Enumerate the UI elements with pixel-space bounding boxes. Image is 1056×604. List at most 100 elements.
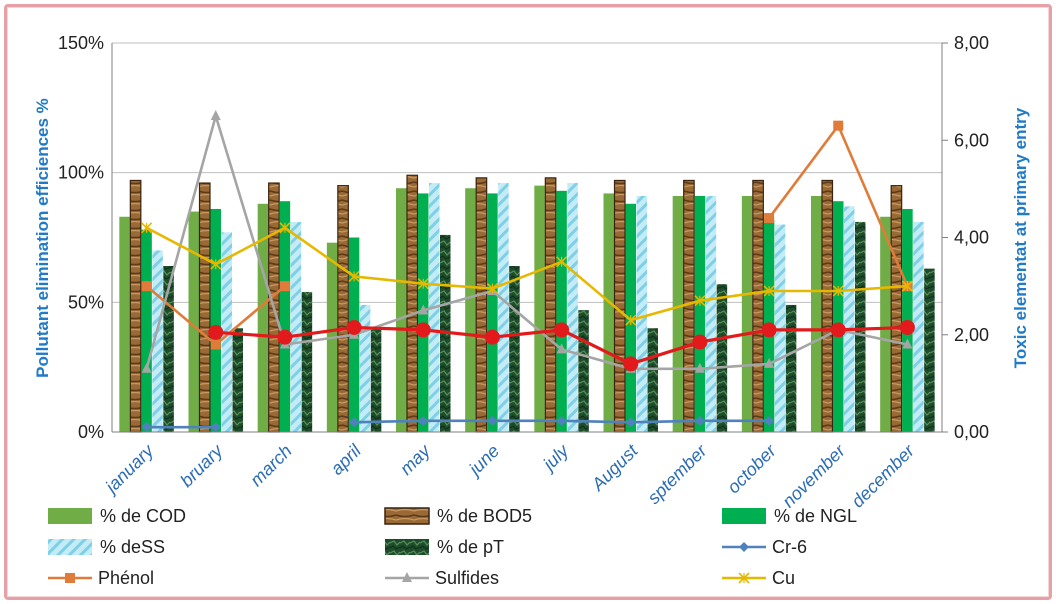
line-point bbox=[832, 285, 844, 297]
bar bbox=[752, 179, 764, 433]
bar bbox=[544, 177, 557, 433]
legend-label: Sulfides bbox=[435, 568, 499, 588]
bar bbox=[406, 174, 419, 433]
bar bbox=[833, 201, 844, 432]
y-tick-label: 100% bbox=[58, 163, 104, 183]
line-point bbox=[402, 572, 412, 582]
y2-tick-label: 6,00 bbox=[954, 130, 989, 150]
bar bbox=[534, 185, 545, 432]
x-tick-label: november bbox=[778, 440, 849, 511]
series-line bbox=[145, 226, 908, 322]
bar bbox=[603, 193, 614, 432]
y2-tick-label: 2,00 bbox=[954, 325, 989, 345]
line-point bbox=[415, 322, 431, 338]
bar bbox=[290, 221, 302, 432]
bar bbox=[880, 216, 891, 432]
bar bbox=[844, 206, 855, 432]
bar bbox=[683, 179, 695, 433]
bar bbox=[337, 185, 349, 433]
y-tick-label: 150% bbox=[58, 33, 104, 53]
line-point bbox=[764, 415, 775, 426]
legend-swatch bbox=[384, 507, 430, 525]
x-tick-label: sptember bbox=[644, 440, 712, 508]
bar bbox=[821, 179, 834, 433]
legend-item: % de NGL bbox=[722, 506, 857, 526]
bar bbox=[370, 328, 382, 432]
legend-item: Cr-6 bbox=[722, 537, 807, 557]
bar bbox=[210, 208, 221, 432]
line-point bbox=[764, 213, 775, 224]
bar bbox=[636, 196, 647, 432]
line-point bbox=[417, 278, 429, 290]
y-tick-label: 50% bbox=[68, 292, 104, 312]
bar bbox=[301, 291, 313, 432]
y2-tick-label: 8,00 bbox=[954, 33, 989, 53]
legend-item: % de COD bbox=[48, 506, 186, 526]
line-point bbox=[556, 343, 567, 354]
x-tick-label: bruary bbox=[176, 440, 227, 491]
legend: % de COD % de BOD5 % de NGL % deSS % de pT Cr… bbox=[48, 506, 857, 588]
bar-layer bbox=[119, 174, 935, 433]
line-point bbox=[901, 280, 913, 292]
y-axis-title: Pollutant elimination efficiences % bbox=[33, 98, 52, 378]
x-tick-label: january bbox=[99, 440, 158, 499]
bar bbox=[785, 304, 797, 432]
line-point bbox=[763, 285, 775, 297]
x-tick-label: december bbox=[848, 440, 919, 511]
line-point bbox=[141, 422, 152, 433]
bar bbox=[359, 304, 371, 432]
line-point bbox=[279, 222, 291, 234]
line-point bbox=[210, 258, 222, 270]
legend-label: % de BOD5 bbox=[437, 506, 532, 526]
bar bbox=[163, 266, 174, 432]
bar bbox=[855, 221, 866, 432]
x-tick-label: march bbox=[246, 441, 296, 491]
bar bbox=[119, 216, 130, 432]
line-point bbox=[349, 417, 360, 428]
line-point bbox=[556, 415, 567, 426]
legend-label: % deSS bbox=[100, 537, 165, 557]
legend-label: Cr-6 bbox=[772, 537, 807, 557]
line-point bbox=[830, 322, 846, 338]
line-point bbox=[556, 256, 568, 268]
bar bbox=[694, 196, 706, 432]
legend-label: Cu bbox=[772, 568, 795, 588]
bar bbox=[129, 179, 142, 433]
line-point bbox=[833, 120, 844, 131]
legend-item: % deSS bbox=[48, 537, 165, 557]
line-point bbox=[210, 109, 221, 120]
bar bbox=[141, 229, 152, 432]
bar bbox=[509, 266, 520, 432]
bar bbox=[257, 203, 269, 432]
bar bbox=[890, 185, 903, 433]
line-point bbox=[346, 319, 362, 335]
legend-label: % de pT bbox=[437, 537, 504, 557]
bar bbox=[672, 196, 684, 432]
line-point bbox=[210, 339, 221, 350]
line-point bbox=[738, 572, 750, 584]
line-point bbox=[694, 295, 706, 307]
bar bbox=[716, 284, 728, 432]
bar bbox=[705, 196, 717, 432]
legend-item: % de pT bbox=[385, 537, 504, 557]
y-tick-label: 0% bbox=[78, 422, 104, 442]
legend-item: Phénol bbox=[48, 568, 154, 588]
bar bbox=[578, 310, 589, 432]
bar bbox=[811, 196, 822, 432]
line-point bbox=[277, 329, 293, 345]
bar bbox=[465, 188, 476, 432]
line-point bbox=[764, 357, 775, 368]
bar bbox=[232, 328, 243, 432]
legend-swatch bbox=[722, 508, 766, 524]
line-point bbox=[554, 322, 570, 338]
line-point bbox=[694, 362, 705, 373]
bar bbox=[475, 177, 488, 433]
line-point bbox=[902, 338, 913, 349]
bar bbox=[396, 188, 407, 432]
y2-tick-label: 0,00 bbox=[954, 422, 989, 442]
bar bbox=[567, 183, 578, 432]
legend-item: Cu bbox=[722, 568, 795, 588]
series-line bbox=[145, 114, 908, 371]
bar bbox=[188, 211, 199, 432]
